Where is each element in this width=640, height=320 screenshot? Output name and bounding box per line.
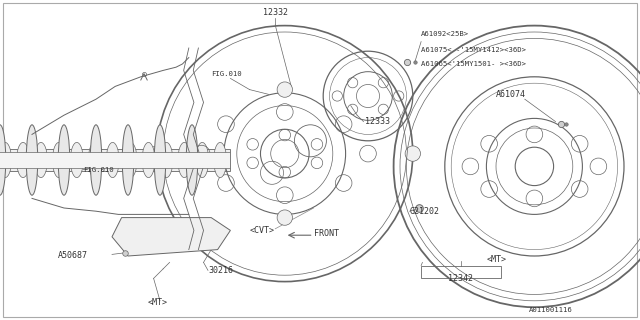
Circle shape — [277, 82, 292, 97]
Ellipse shape — [35, 142, 47, 178]
Ellipse shape — [160, 142, 173, 178]
Text: 12342: 12342 — [448, 274, 474, 283]
Ellipse shape — [196, 142, 209, 178]
Text: FIG.010: FIG.010 — [211, 71, 242, 76]
Text: <CVT>: <CVT> — [250, 226, 275, 235]
Ellipse shape — [88, 142, 101, 178]
Ellipse shape — [90, 125, 102, 195]
Polygon shape — [112, 218, 230, 256]
Text: FIG.010: FIG.010 — [83, 167, 114, 172]
Ellipse shape — [0, 142, 12, 178]
Circle shape — [149, 146, 164, 161]
Ellipse shape — [154, 125, 166, 195]
Text: <MT>: <MT> — [486, 255, 506, 264]
Text: A50687: A50687 — [58, 252, 88, 260]
Bar — [0, 152, 230, 168]
Text: A61074: A61074 — [496, 90, 526, 99]
Ellipse shape — [178, 142, 191, 178]
Ellipse shape — [124, 142, 137, 178]
Ellipse shape — [186, 125, 198, 195]
Ellipse shape — [26, 125, 38, 195]
Text: A61065<'15MY1501- ><36D>: A61065<'15MY1501- ><36D> — [421, 61, 526, 67]
Ellipse shape — [17, 142, 29, 178]
Text: A61092<25B>: A61092<25B> — [421, 31, 469, 36]
Ellipse shape — [214, 142, 227, 178]
Bar — [421, 266, 501, 278]
Text: A011001116: A011001116 — [529, 308, 573, 313]
Text: 12333: 12333 — [365, 117, 390, 126]
Ellipse shape — [142, 142, 155, 178]
Text: 30216: 30216 — [208, 266, 233, 275]
Circle shape — [405, 146, 420, 161]
Text: <MT>: <MT> — [147, 298, 167, 307]
Text: G21202: G21202 — [410, 207, 440, 216]
Text: FRONT: FRONT — [314, 229, 339, 238]
Ellipse shape — [52, 142, 65, 178]
Ellipse shape — [0, 125, 6, 195]
Circle shape — [277, 210, 292, 225]
Text: 12332: 12332 — [262, 8, 288, 17]
Bar — [0, 149, 230, 171]
Ellipse shape — [70, 142, 83, 178]
Ellipse shape — [122, 125, 134, 195]
Ellipse shape — [58, 125, 70, 195]
Ellipse shape — [106, 142, 119, 178]
Text: A61075< -'15MY1412><36D>: A61075< -'15MY1412><36D> — [421, 47, 526, 52]
